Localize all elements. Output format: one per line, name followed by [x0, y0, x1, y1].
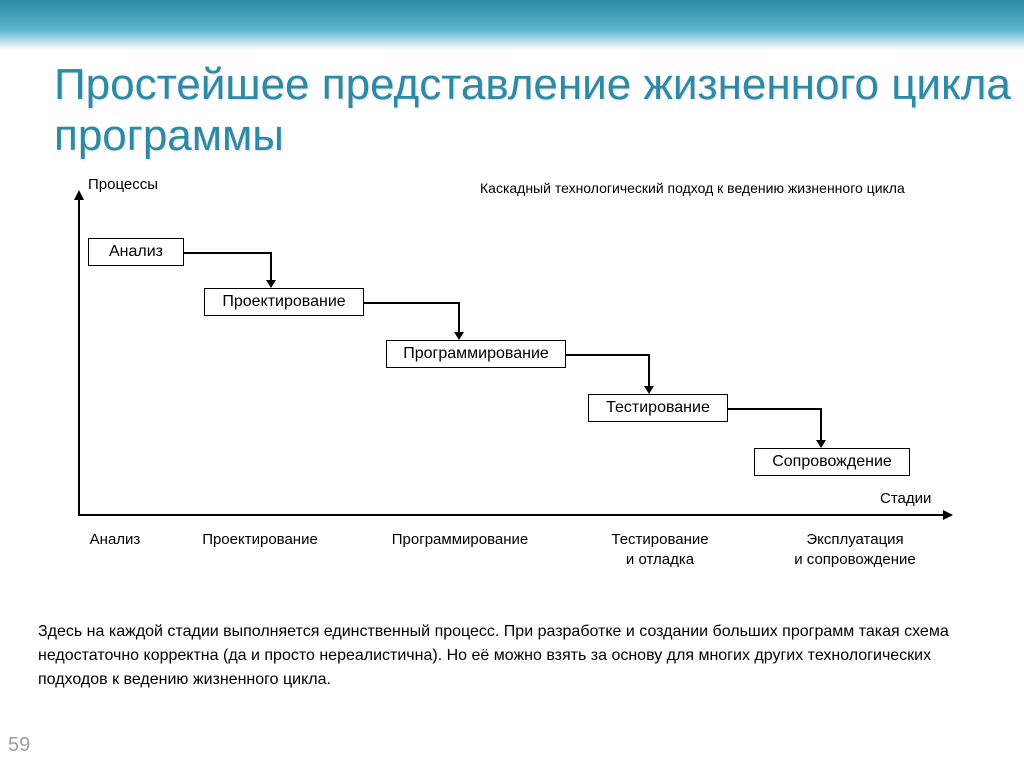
connector-v — [820, 408, 822, 442]
page-number: 59 — [8, 734, 30, 757]
y-axis-arrowhead-icon — [74, 190, 84, 200]
stage-box-programming: Программирование — [386, 340, 566, 368]
y-axis-line — [78, 198, 80, 514]
x-stage-label-programming: Программирование — [360, 530, 560, 550]
connector-h — [566, 354, 648, 356]
x-stage-label-testing: Тестирование и отладка — [580, 530, 740, 569]
stage-box-analysis: Анализ — [88, 238, 184, 266]
lifecycle-diagram: Процессы Каскадный технологический подхо… — [60, 180, 965, 580]
top-gradient-border — [0, 0, 1024, 50]
x-axis-end-label: Стадии — [880, 490, 931, 507]
connector-v — [458, 302, 460, 334]
connector-v — [270, 252, 272, 282]
connector-h — [728, 408, 820, 410]
connector-arrowhead-icon — [266, 280, 276, 288]
connector-h — [184, 252, 270, 254]
x-stage-label-operation: Эксплуатация и сопровождение — [760, 530, 950, 569]
x-stage-label-analysis: Анализ — [60, 530, 170, 550]
stage-label: Проектирование — [222, 293, 345, 311]
body-paragraph: Здесь на каждой стадии выполняется единс… — [38, 620, 986, 692]
connector-arrowhead-icon — [454, 332, 464, 340]
x-stage-label-design: Проектирование — [175, 530, 345, 550]
stage-label: Тестирование — [606, 399, 710, 417]
x-axis-arrowhead-icon — [943, 510, 953, 520]
stage-label: Программирование — [403, 345, 549, 363]
slide-title: Простейшее представление жизненного цикл… — [54, 60, 1024, 161]
stage-box-testing: Тестирование — [588, 394, 728, 422]
y-axis-label: Процессы — [88, 176, 158, 193]
connector-v — [648, 354, 650, 388]
diagram-subtitle: Каскадный технологический подход к веден… — [480, 180, 905, 196]
stage-box-design: Проектирование — [204, 288, 364, 316]
connector-h — [364, 302, 458, 304]
x-axis-line — [78, 514, 945, 516]
stage-box-maintenance: Сопровождение — [754, 448, 910, 476]
connector-arrowhead-icon — [644, 386, 654, 394]
connector-arrowhead-icon — [816, 440, 826, 448]
stage-label: Сопровождение — [772, 453, 892, 471]
stage-label: Анализ — [109, 243, 163, 261]
